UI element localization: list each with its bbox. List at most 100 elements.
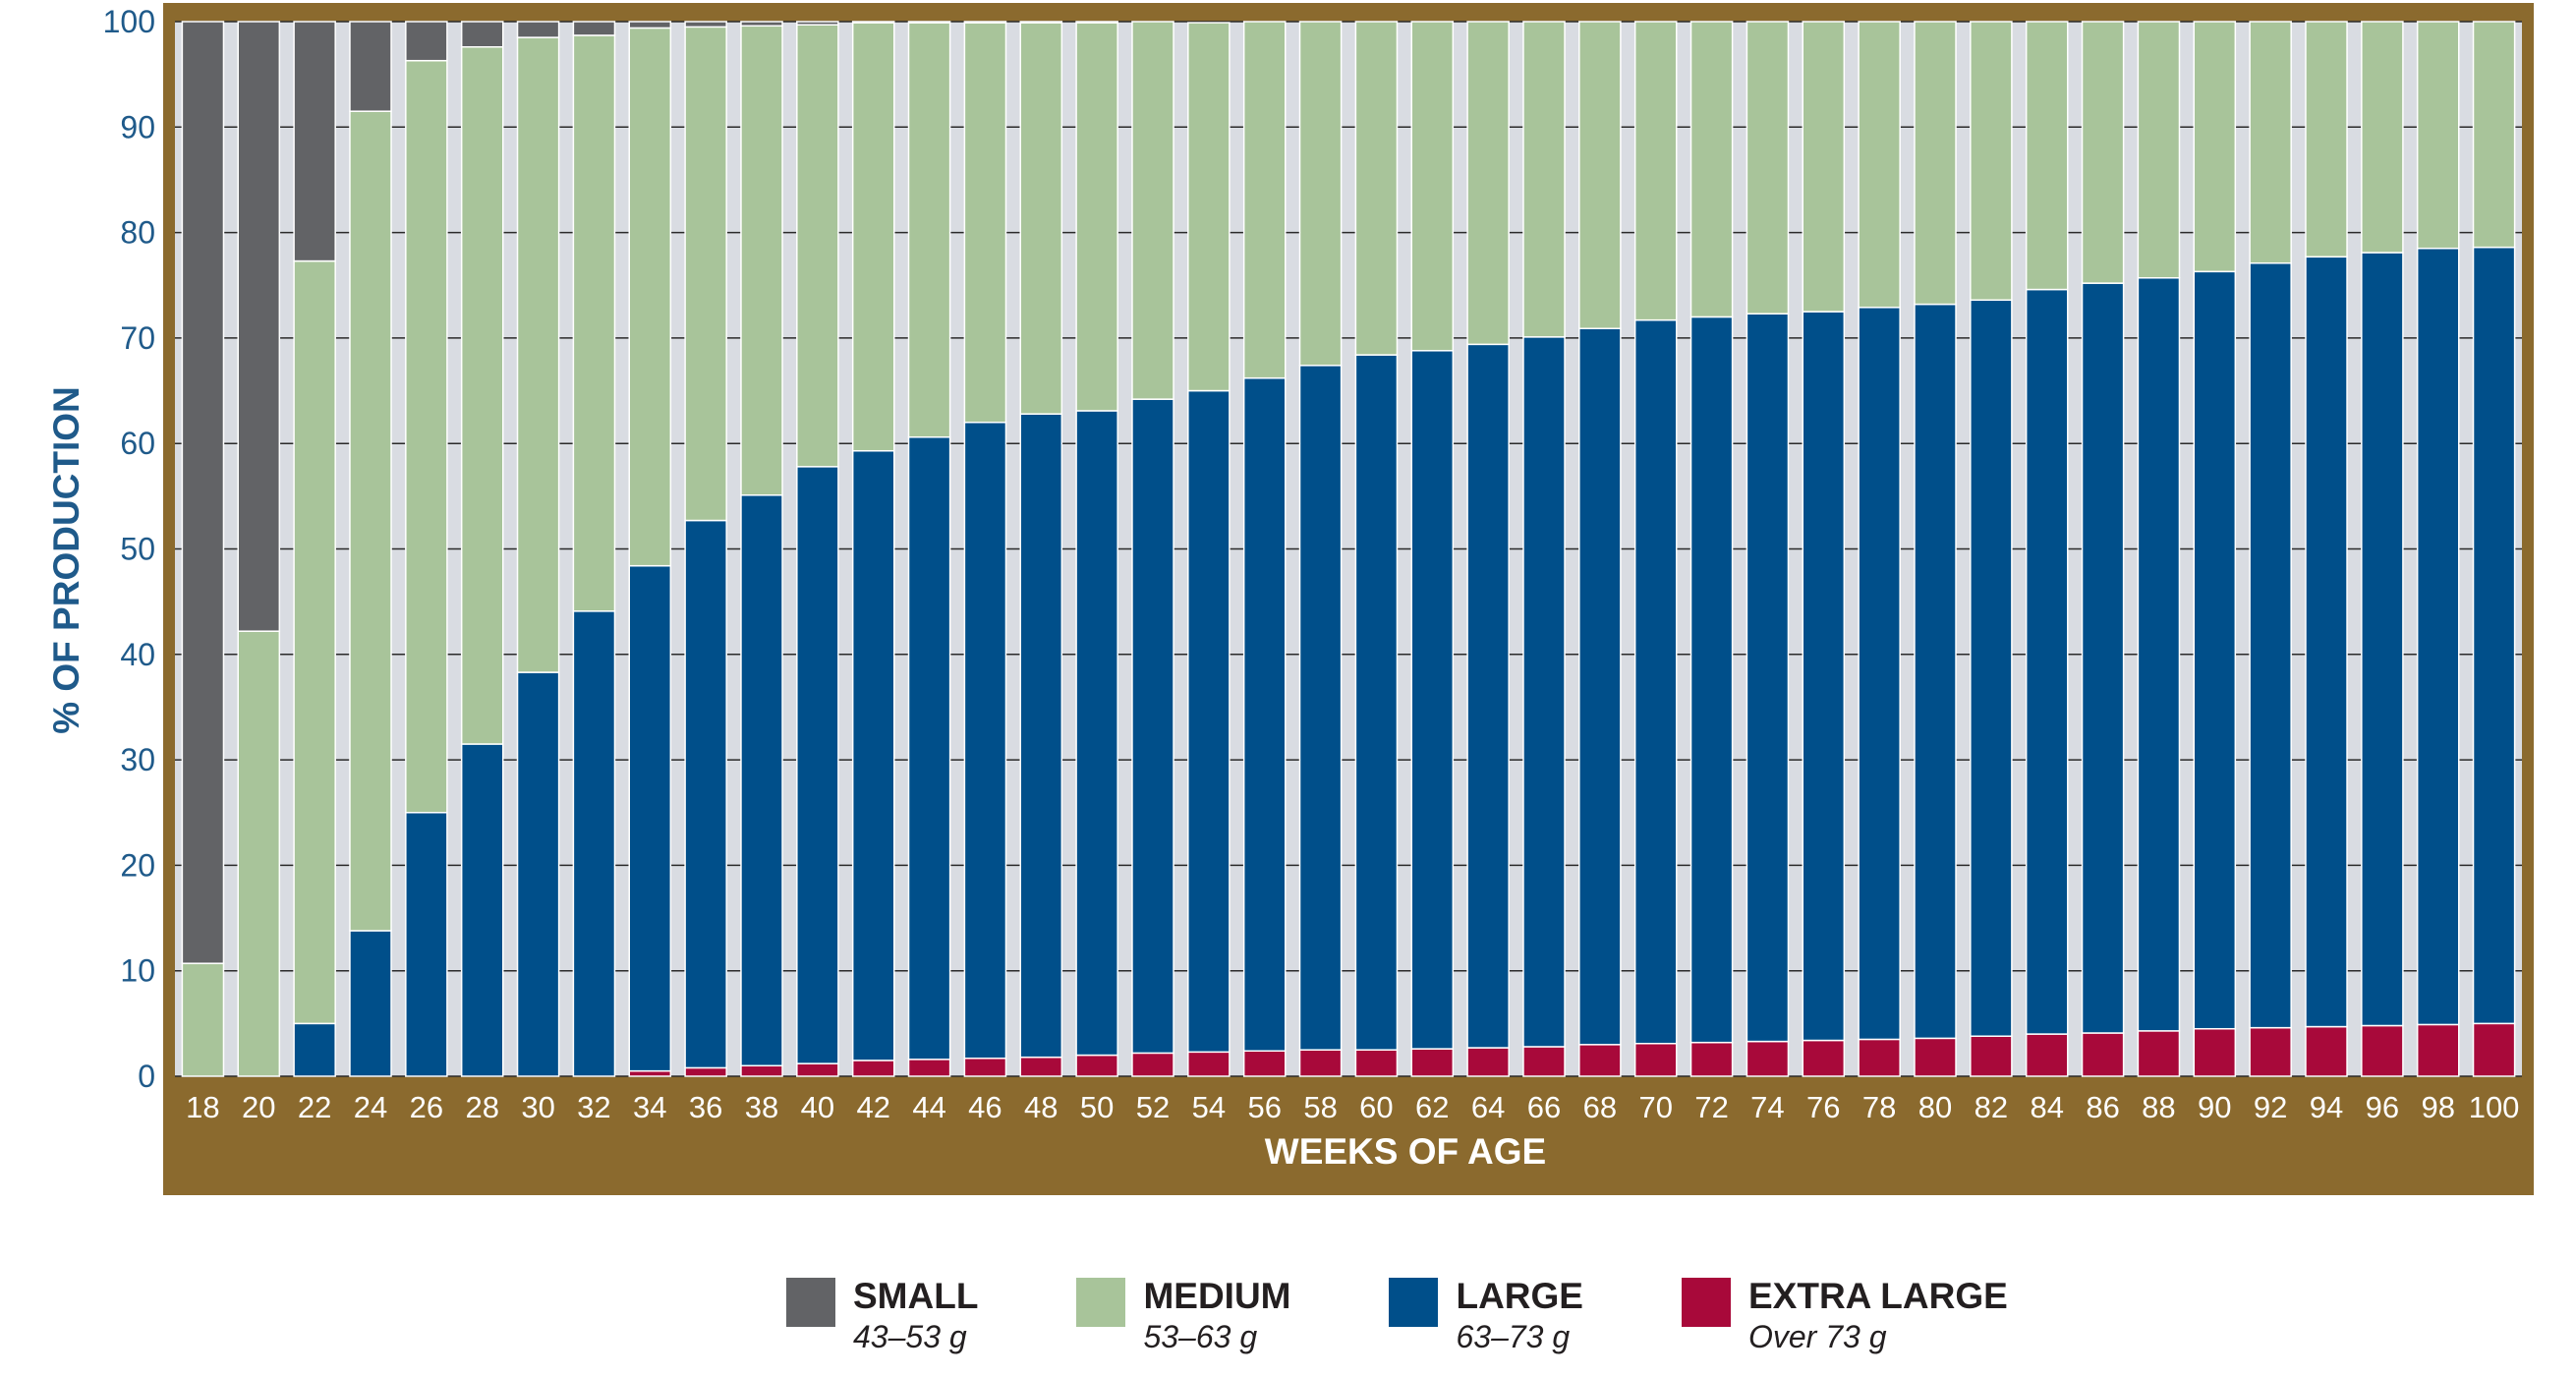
- y-tick-label-0: 0: [138, 1059, 155, 1094]
- bar-small-50: [1075, 21, 1118, 24]
- bar-medium-22: [293, 259, 336, 1025]
- x-tick-label-76: 76: [1806, 1090, 1840, 1124]
- bar-small-18: [181, 21, 225, 964]
- bar-medium-98: [2416, 21, 2460, 250]
- x-tick-label-30: 30: [521, 1090, 554, 1124]
- bar-large-100: [2472, 246, 2516, 1025]
- bar-large-96: [2361, 252, 2404, 1027]
- legend-range-large: 63–73 g: [1456, 1319, 1571, 1354]
- bar-extra-large-64: [1466, 1047, 1510, 1077]
- y-tick-label-100: 100: [103, 4, 155, 39]
- x-tick-label-74: 74: [1750, 1090, 1784, 1124]
- bar-large-74: [1746, 313, 1790, 1043]
- bar-extra-large-100: [2472, 1022, 2516, 1077]
- y-tick-label-10: 10: [120, 953, 155, 989]
- bar-extra-large-86: [2081, 1032, 2125, 1077]
- bar-medium-100: [2472, 21, 2516, 249]
- bar-large-68: [1578, 327, 1622, 1046]
- legend-swatch-small: [786, 1278, 835, 1327]
- bar-large-88: [2137, 276, 2181, 1032]
- bar-medium-66: [1522, 21, 1566, 338]
- legend-item-medium: MEDIUM 53–63 g: [1076, 1276, 1290, 1356]
- x-tick-label-90: 90: [2198, 1090, 2231, 1124]
- legend-item-extra-large: EXTRA LARGE Over 73 g: [1681, 1276, 2008, 1356]
- bar-small-38: [740, 21, 783, 28]
- bar-extra-large-44: [907, 1059, 951, 1077]
- bar-extra-large-48: [1019, 1056, 1063, 1077]
- bar-extra-large-38: [740, 1064, 783, 1077]
- bar-medium-42: [851, 22, 895, 452]
- bar-large-60: [1354, 354, 1399, 1051]
- bar-extra-large-96: [2361, 1024, 2404, 1077]
- bar-medium-76: [1802, 21, 1846, 313]
- bar-medium-54: [1187, 22, 1231, 392]
- x-tick-label-50: 50: [1080, 1090, 1114, 1124]
- bar-medium-40: [796, 24, 839, 468]
- bar-medium-64: [1466, 21, 1510, 346]
- bar-large-52: [1131, 398, 1174, 1055]
- x-tick-label-22: 22: [298, 1090, 331, 1124]
- legend-range-small: 43–53 g: [853, 1319, 967, 1354]
- bar-medium-82: [1970, 21, 2013, 302]
- bar-large-26: [405, 812, 448, 1077]
- x-tick-label-48: 48: [1024, 1090, 1058, 1124]
- x-tick-label-24: 24: [354, 1090, 387, 1124]
- bar-small-32: [572, 21, 616, 36]
- bar-small-36: [684, 21, 727, 29]
- stacked-bar-chart: 0 10 20 30 40 50 60 70 80 90 100 18 20 22 24 26 28 30 32 3…: [46, 3, 2534, 1195]
- bar-small-26: [405, 21, 448, 62]
- x-tick-label-78: 78: [1862, 1090, 1896, 1124]
- x-tick-label-34: 34: [633, 1090, 666, 1124]
- bar-large-64: [1466, 343, 1510, 1049]
- bar-extra-large-62: [1410, 1048, 1455, 1077]
- bar-medium-78: [1858, 21, 1901, 309]
- x-tick-label-52: 52: [1136, 1090, 1170, 1124]
- bar-large-70: [1633, 318, 1678, 1045]
- bar-large-78: [1858, 307, 1901, 1041]
- bar-small-46: [963, 21, 1007, 24]
- x-tick-label-36: 36: [689, 1090, 722, 1124]
- bar-medium-18: [181, 962, 225, 1077]
- x-tick-label-94: 94: [2310, 1090, 2343, 1124]
- bar-large-80: [1914, 303, 1957, 1040]
- bar-extra-large-80: [1914, 1037, 1957, 1077]
- bar-extra-large-84: [2025, 1033, 2069, 1077]
- bar-small-48: [1019, 21, 1063, 24]
- bar-small-22: [293, 21, 336, 262]
- bar-small-20: [237, 21, 281, 632]
- bar-medium-52: [1131, 21, 1174, 400]
- bar-medium-60: [1354, 21, 1399, 356]
- bar-large-44: [907, 436, 951, 1061]
- bar-medium-32: [572, 34, 616, 612]
- bar-medium-84: [2025, 21, 2069, 291]
- bar-medium-48: [1019, 22, 1063, 415]
- y-tick-label-40: 40: [120, 637, 155, 672]
- bar-medium-44: [907, 22, 951, 438]
- bar-medium-96: [2361, 21, 2404, 254]
- chart: 0 10 20 30 40 50 60 70 80 90 100 18 20 22 24 26 28 30 32 3…: [46, 3, 2534, 1195]
- bar-large-94: [2305, 256, 2348, 1028]
- bar-large-48: [1019, 413, 1063, 1059]
- bar-medium-38: [740, 25, 783, 496]
- x-tick-label-72: 72: [1694, 1090, 1728, 1124]
- bar-large-42: [851, 449, 895, 1061]
- bar-large-46: [963, 421, 1007, 1060]
- x-tick-label-56: 56: [1247, 1090, 1281, 1124]
- bar-extra-large-74: [1746, 1040, 1790, 1077]
- bar-medium-34: [628, 27, 672, 567]
- bar-medium-50: [1075, 22, 1118, 412]
- bar-extra-large-60: [1354, 1049, 1399, 1077]
- x-tick-label-28: 28: [465, 1090, 498, 1124]
- legend-item-small: SMALL 43–53 g: [786, 1276, 978, 1356]
- bar-large-90: [2193, 270, 2237, 1030]
- x-tick-label-38: 38: [745, 1090, 778, 1124]
- x-tick-label-70: 70: [1638, 1090, 1672, 1124]
- bar-large-98: [2416, 247, 2460, 1026]
- bar-extra-large-70: [1633, 1042, 1678, 1077]
- bar-extra-large-94: [2305, 1025, 2348, 1077]
- bar-extra-large-54: [1187, 1051, 1231, 1077]
- bar-large-86: [2081, 282, 2125, 1034]
- x-tick-label-66: 66: [1527, 1090, 1561, 1124]
- x-tick-label-82: 82: [1975, 1090, 2008, 1124]
- x-tick-label-62: 62: [1415, 1090, 1449, 1124]
